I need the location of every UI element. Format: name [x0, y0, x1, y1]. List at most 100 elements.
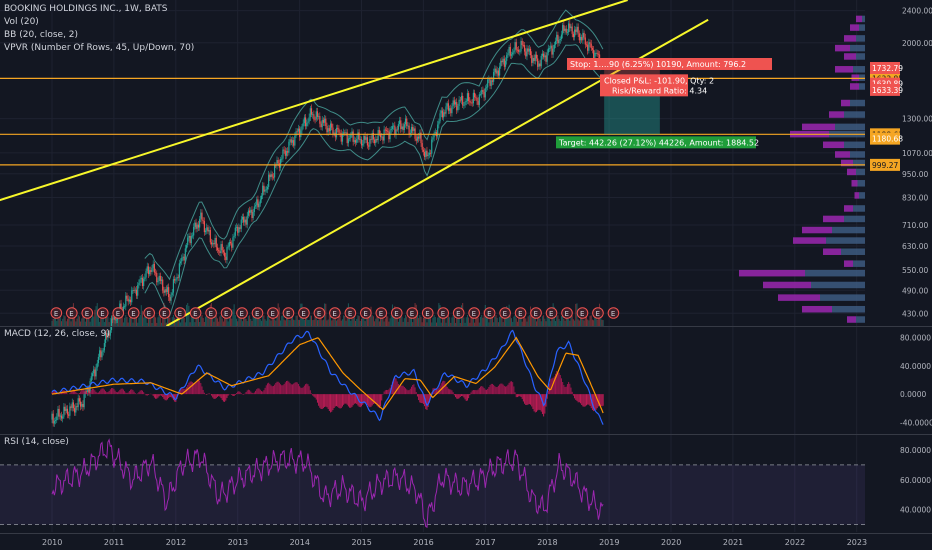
macd-histogram-bar — [143, 392, 145, 395]
candle-body — [595, 52, 597, 54]
macd-histogram-bar — [225, 394, 227, 401]
volume-bar — [409, 315, 411, 326]
volume-bar — [306, 315, 308, 326]
macd-histogram-bar — [266, 383, 268, 395]
candle-body — [149, 270, 151, 275]
volume-bar — [91, 315, 93, 326]
vpvr-down-bar — [850, 83, 859, 90]
candle-body — [450, 108, 452, 114]
volume-bar — [435, 322, 437, 326]
volume-bar — [447, 315, 449, 326]
volume-bar — [364, 321, 366, 326]
candle-body — [103, 343, 105, 351]
macd-histogram-bar — [158, 394, 160, 397]
earnings-marker — [421, 307, 434, 319]
macd-histogram-bar — [384, 390, 386, 395]
volume-bar — [261, 320, 263, 326]
volume-bar — [252, 316, 254, 326]
candle-body — [495, 68, 497, 74]
volume-bar — [245, 318, 247, 326]
macd-histogram-bar — [512, 382, 514, 395]
macd-histogram-bar — [69, 393, 71, 395]
volume-bar — [541, 316, 543, 326]
macd-histogram-bar — [322, 394, 324, 409]
macd-histogram-bar — [593, 394, 595, 412]
macd-histogram-bar — [555, 373, 557, 395]
candle-body — [341, 133, 344, 142]
vpvr-down-bar — [835, 66, 853, 73]
macd-histogram-bar — [282, 385, 284, 395]
volume-bar — [271, 315, 273, 326]
macd-histogram-bar — [568, 381, 570, 395]
macd-histogram-bar — [508, 382, 510, 395]
volume-bar — [265, 320, 267, 326]
macd-legend[interactable]: MACD (12, 26, close, 9) — [4, 329, 110, 339]
volume-bar — [231, 318, 233, 326]
volume-bar — [385, 315, 387, 326]
candle-body — [519, 51, 521, 53]
macd-histogram-bar — [376, 394, 378, 406]
volume-bar — [325, 303, 327, 326]
candle-body — [215, 237, 217, 248]
volume-legend[interactable]: Vol (20) — [4, 17, 39, 27]
candle-body — [310, 108, 313, 115]
candle-body — [153, 263, 155, 273]
volume-bar — [343, 315, 345, 326]
macd-histogram-bar — [334, 394, 336, 407]
macd-histogram-bar — [403, 386, 405, 395]
candle-body — [518, 49, 520, 52]
candle-body — [484, 88, 486, 98]
macd-histogram-bar — [309, 390, 311, 395]
volume-bar — [503, 316, 505, 326]
volume-bar — [275, 320, 277, 326]
candle-body — [178, 263, 180, 278]
volume-bar — [95, 306, 97, 326]
volume-bar — [349, 316, 351, 326]
candle-body — [469, 100, 471, 103]
vpvr-legend[interactable]: VPVR (Number Of Rows, 45, Up/Down, 70) — [4, 43, 195, 53]
macd-histogram-bar — [238, 391, 240, 395]
volume-bar — [249, 315, 251, 326]
macd-histogram-bar — [120, 388, 122, 395]
candle-body — [53, 420, 55, 424]
candle-body — [257, 199, 259, 208]
earnings-marker-letter: E — [317, 310, 321, 318]
volume-bar — [136, 317, 138, 326]
bollinger-legend[interactable]: BB (20, close, 2) — [4, 30, 79, 40]
macd-histogram-bar — [350, 394, 352, 408]
volume-bar — [451, 317, 453, 326]
volume-bar — [538, 315, 540, 326]
candle-body — [62, 416, 64, 419]
candle-body — [448, 108, 451, 111]
earnings-marker-letter: E — [69, 310, 73, 318]
symbol-title[interactable]: BOOKING HOLDINGS INC., 1W, BATS — [4, 4, 168, 14]
volume-bar — [274, 319, 276, 326]
candle-body — [197, 224, 200, 228]
macd-histogram-bar — [410, 386, 412, 395]
macd-histogram-bar — [356, 394, 358, 405]
candle-body — [527, 48, 529, 52]
candle-body — [434, 132, 436, 134]
macd-histogram-bar — [465, 394, 467, 401]
rsi-legend[interactable]: RSI (14, close) — [4, 437, 69, 447]
candle-body — [94, 369, 96, 377]
volume-bar — [219, 316, 221, 326]
candle-body — [106, 333, 108, 338]
macd-histogram-bar — [557, 371, 559, 395]
time-tick-label: 2015 — [352, 538, 372, 547]
candle-body — [71, 402, 73, 408]
volume-bar — [505, 315, 507, 326]
earnings-marker-letter: E — [255, 310, 259, 318]
volume-bar — [488, 322, 490, 326]
volume-bar — [213, 321, 215, 326]
macd-histogram-bar — [101, 388, 103, 395]
macd-histogram-bar — [75, 391, 77, 395]
volume-bar — [583, 320, 585, 326]
candle-body — [414, 128, 416, 139]
candle-body — [470, 102, 472, 104]
candle-body — [175, 279, 177, 281]
volume-bar — [575, 303, 577, 326]
macd-histogram-bar — [283, 384, 285, 395]
volume-bar — [314, 315, 316, 326]
